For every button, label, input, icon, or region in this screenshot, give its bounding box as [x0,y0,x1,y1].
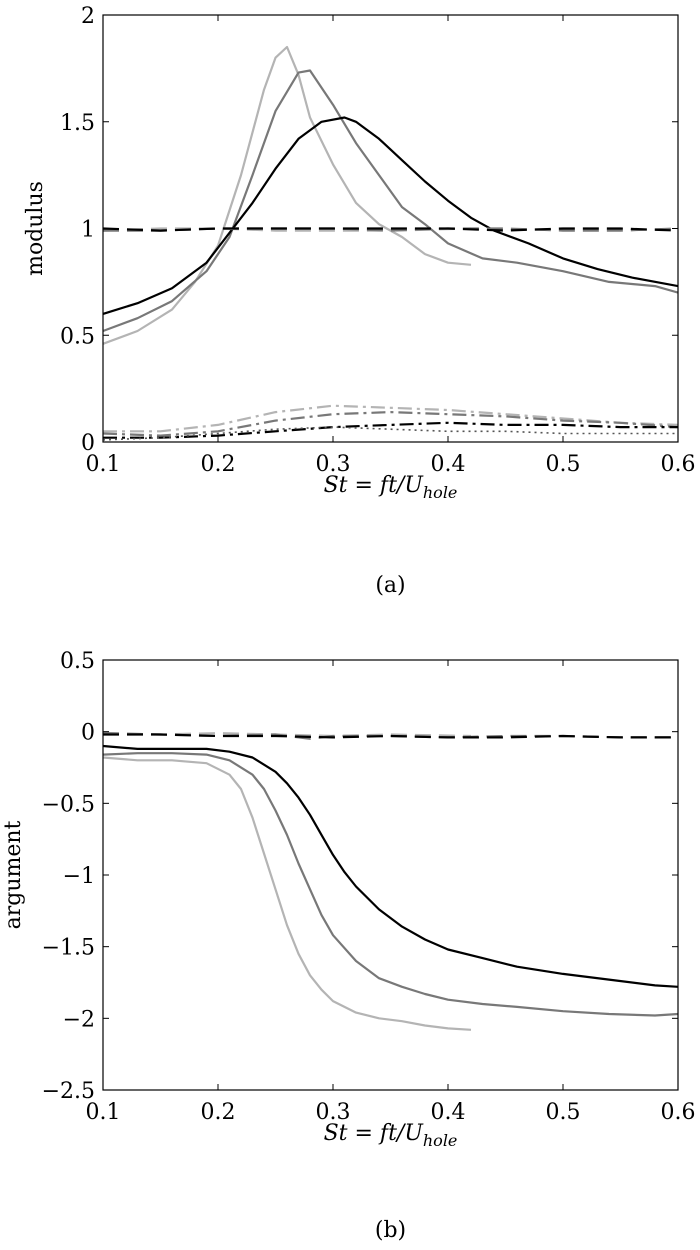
axes-frame [102,659,679,1091]
y-axis-title: argument [1,820,26,929]
chart-panel-a: 0.1 0.2 0.3 0.4 0.5 0.6 0 0.5 1 1.5 2 modulus St = f… [23,4,696,598]
x-tick-label: 0.4 [431,452,466,477]
x-axis-title-sub: hole [423,1131,458,1150]
y-tick-label: −1 [63,864,95,889]
x-tick-label: 0.5 [546,452,581,477]
y-tick-label: −0.5 [42,792,95,817]
x-tick-label: 0.6 [661,452,696,477]
x-tick-label: 0.3 [316,452,351,477]
series-line-3 [103,744,678,988]
y-tick-label: −2 [63,1007,95,1032]
y-tick-label: 1 [81,218,95,243]
x-tick-label: 0.6 [661,1100,696,1125]
series-line-4 [103,227,472,232]
series-line-1 [103,45,472,345]
x-axis-title-main: St = ft/U [324,473,425,498]
y-tick-label: 0 [81,431,95,456]
x-axis-title: St = ft/Uhole [324,473,458,502]
panel-label: (b) [375,1218,406,1243]
x-axis-title-main: St = ft/U [324,1121,425,1146]
series-group [103,45,678,441]
y-tick-label: −1.5 [42,936,95,961]
x-tick-label: 0.2 [201,452,236,477]
chart-panel-b: 0.1 0.2 0.3 0.4 0.5 0.6 0.5 0 −0.5 −1 −1.5 −2 −2.5 ar… [1,649,696,1243]
x-tick-label: 0.2 [201,1100,236,1125]
series-line-9 [103,421,678,439]
x-tick-label: 0.1 [86,1100,121,1125]
series-line-8 [103,411,678,437]
series-line-7 [103,404,678,433]
y-tick-label: −2.5 [42,1079,95,1104]
x-tick-label: 0.5 [546,1100,581,1125]
x-tick-label: 0.4 [431,1100,466,1125]
series-line-2 [103,752,678,1017]
y-tick-label: 0.5 [60,649,95,674]
x-axis-title-sub: hole [423,483,458,502]
x-tick-label: 0.1 [86,452,121,477]
y-axis-title: modulus [23,181,48,276]
panel-label: (a) [375,573,405,598]
series-group [103,732,678,1031]
y-tick-label: 0.5 [60,324,95,349]
x-tick-label: 0.3 [316,1100,351,1125]
series-line-2 [103,69,678,333]
y-tick-label: 1.5 [60,111,95,136]
x-axis-title: St = ft/Uhole [324,1121,458,1150]
series-line-3 [103,116,678,315]
y-tick-label: 2 [81,4,95,29]
series-line-1 [103,756,472,1031]
y-tick-label: 0 [81,721,95,746]
